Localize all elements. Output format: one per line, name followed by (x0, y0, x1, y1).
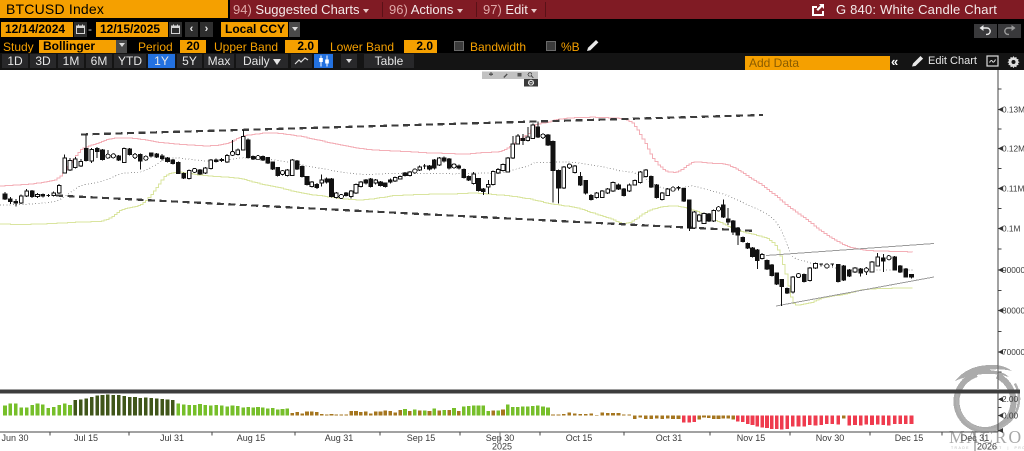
svg-text:2.00: 2.00 (1002, 394, 1019, 404)
svg-text:90000: 90000 (1002, 265, 1024, 275)
svg-text:TRADE | INVEST | PROSPER: TRADE | INVEST | PROSPER (951, 446, 1024, 450)
svg-text:Nov 30: Nov 30 (816, 433, 845, 443)
svg-text:Oct 31: Oct 31 (656, 433, 683, 443)
svg-text:0.12M: 0.12M (1002, 143, 1024, 153)
svg-text:MACRO OPS: MACRO OPS (949, 427, 1024, 447)
svg-text:Aug 15: Aug 15 (237, 433, 266, 443)
svg-text:2025: 2025 (492, 442, 512, 451)
svg-text:Dec 15: Dec 15 (895, 433, 924, 443)
svg-text:Jul 31: Jul 31 (160, 433, 184, 443)
svg-text:0.00: 0.00 (1002, 410, 1019, 420)
svg-text:Jun 30: Jun 30 (1, 433, 28, 443)
svg-text:Oct 15: Oct 15 (566, 433, 593, 443)
svg-text:Aug 31: Aug 31 (325, 433, 354, 443)
svg-text:Nov 15: Nov 15 (737, 433, 766, 443)
svg-text:80000: 80000 (1002, 305, 1024, 315)
svg-text:2026: 2026 (977, 442, 997, 451)
svg-text:0.13M: 0.13M (1002, 104, 1024, 114)
svg-text:0.1M: 0.1M (1002, 223, 1021, 233)
svg-text:Sep 15: Sep 15 (407, 433, 436, 443)
svg-text:0.11M: 0.11M (1002, 183, 1024, 193)
svg-text:70000: 70000 (1002, 347, 1024, 357)
svg-text:Jul 15: Jul 15 (74, 433, 98, 443)
